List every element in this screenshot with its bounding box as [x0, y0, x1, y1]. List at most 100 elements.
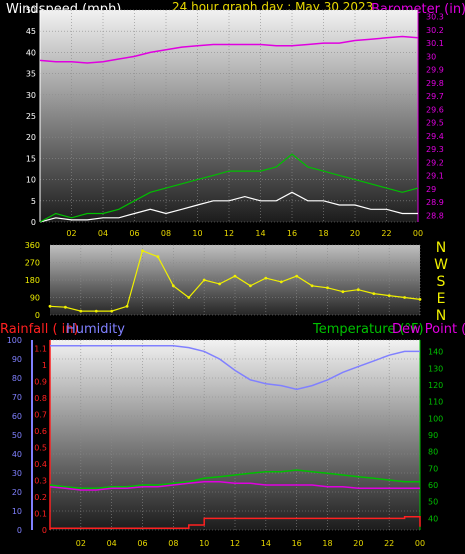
humidity-y-tick-90: 90	[12, 355, 22, 364]
wind-y-tick-30: 30	[26, 91, 36, 100]
rainfall-y-tick-1: 1	[42, 361, 47, 370]
rainfall-y-tick-0: 0	[42, 526, 47, 535]
direction-point-10	[202, 278, 206, 282]
barometer-y-tick-29-3: 29.3	[426, 145, 444, 154]
direction-point-12	[233, 274, 237, 278]
climate-x-tick-20: 20	[353, 539, 363, 548]
climate-x-tick-00: 00	[415, 539, 425, 548]
rainfall-y-tick-0-5: 0.5	[34, 443, 47, 452]
direction-y-tick-180: 180	[25, 276, 40, 285]
climate-x-tick-02: 02	[76, 539, 86, 548]
climate-x-tick-04: 04	[107, 539, 117, 548]
barometer-y-tick-29-4: 29.4	[426, 132, 444, 141]
barometer-y-tick-28-8: 28.8	[426, 211, 444, 220]
barometer-y-tick-29-9: 29.9	[426, 66, 444, 75]
direction-point-4	[110, 309, 114, 313]
series-barometer	[39, 35, 419, 64]
direction-point-22	[387, 294, 391, 297]
barometer-y-tick-30-2: 30.2	[426, 26, 444, 35]
series-wind-gust	[39, 153, 419, 223]
series-humidity	[50, 344, 420, 391]
wind-x-tick-18: 18	[318, 229, 328, 238]
labels-layer: 0510152025303540455028.828.92929.129.229…	[7, 6, 444, 548]
temperature-y-tick-130: 130	[428, 364, 443, 373]
compass-label-w: W	[434, 257, 448, 273]
compass-label-n-top: N	[436, 240, 446, 256]
direction-point-11	[218, 282, 222, 286]
direction-point-23	[403, 296, 406, 299]
temperature-y-tick-60: 60	[428, 481, 438, 490]
direction-y-tick-270: 270	[25, 259, 40, 268]
wind-y-tick-20: 20	[26, 133, 36, 142]
compass-label-e: E	[437, 291, 446, 307]
rainfall-y-tick-0-8: 0.8	[34, 394, 47, 403]
direction-point-2	[79, 309, 83, 313]
barometer-y-tick-29-7: 29.7	[426, 92, 444, 101]
direction-point-16	[295, 274, 299, 278]
rainfall-label: Rainfall ( in)	[0, 322, 79, 337]
direction-point-3	[94, 309, 98, 313]
temperature-y-tick-70: 70	[428, 464, 438, 473]
rainfall-y-tick-0-1: 0.1	[34, 509, 47, 518]
direction-point-19	[341, 290, 345, 294]
barometer-y-tick-29-1: 29.1	[426, 172, 444, 181]
humidity-y-tick-100: 100	[7, 336, 22, 345]
temperature-y-tick-140: 140	[428, 348, 443, 357]
barometer-y-tick-29-2: 29.2	[426, 158, 444, 167]
temperature-y-tick-40: 40	[428, 514, 438, 523]
humidity-y-tick-30: 30	[12, 469, 22, 478]
rainfall-y-tick-0-2: 0.2	[34, 493, 47, 502]
wind-x-tick-00: 00	[413, 229, 423, 238]
temperature-label: Temperature (°F)	[312, 322, 424, 337]
wind-y-tick-5: 5	[31, 197, 36, 206]
climate-x-tick-16: 16	[292, 539, 302, 548]
direction-point-9	[187, 296, 191, 299]
barometer-y-tick-29-5: 29.5	[426, 119, 444, 128]
compass-label-s: S	[437, 274, 446, 290]
series-rainfall	[50, 516, 421, 530]
direction-point-21	[372, 292, 376, 295]
climate-x-tick-18: 18	[322, 539, 332, 548]
dew-point-label: Dew Point (°F)	[392, 322, 465, 337]
direction-point-8	[171, 284, 175, 288]
wind-x-tick-10: 10	[192, 229, 202, 238]
climate-x-tick-14: 14	[261, 539, 271, 548]
humidity-y-tick-80: 80	[12, 374, 22, 383]
wind-y-tick-15: 15	[26, 154, 36, 163]
compass-label-n-bottom: N	[436, 308, 446, 324]
grid-layer	[31, 9, 421, 531]
wind-y-tick-10: 10	[26, 176, 36, 185]
climate-x-tick-06: 06	[137, 539, 147, 548]
barometer-y-tick-29-6: 29.6	[426, 105, 444, 114]
humidity-label: Humidity	[66, 322, 125, 337]
wind-x-tick-12: 12	[224, 229, 234, 238]
wind-y-tick-35: 35	[26, 70, 36, 79]
direction-point-15	[279, 280, 283, 284]
humidity-y-tick-10: 10	[12, 507, 22, 516]
rainfall-y-tick-0-7: 0.7	[34, 410, 47, 419]
direction-plot-area	[50, 245, 420, 315]
barometer-y-tick-30-3: 30.3	[426, 13, 444, 22]
series-wind-avg	[39, 191, 418, 223]
barometer-y-tick-30: 30	[426, 52, 436, 61]
barometer-y-tick-29-8: 29.8	[426, 79, 444, 88]
humidity-y-tick-40: 40	[12, 450, 22, 459]
wind-y-tick-25: 25	[26, 112, 36, 121]
series-temperature	[49, 469, 420, 490]
wind-x-tick-20: 20	[350, 229, 360, 238]
humidity-y-tick-70: 70	[12, 393, 22, 402]
wind-y-tick-40: 40	[26, 48, 36, 57]
wind-y-tick-45: 45	[26, 27, 36, 36]
humidity-y-tick-50: 50	[12, 431, 22, 440]
wind-x-tick-16: 16	[287, 229, 297, 238]
direction-point-7	[156, 255, 160, 259]
direction-y-tick-360: 360	[25, 241, 40, 250]
temperature-y-tick-50: 50	[428, 498, 438, 507]
direction-point-17	[310, 284, 314, 288]
climate-x-tick-10: 10	[199, 539, 209, 548]
barometer-y-tick-30-1: 30.1	[426, 39, 444, 48]
humidity-y-tick-20: 20	[12, 488, 22, 497]
direction-point-14	[264, 276, 268, 280]
wind-x-tick-22: 22	[381, 229, 391, 238]
climate-x-tick-22: 22	[384, 539, 394, 548]
